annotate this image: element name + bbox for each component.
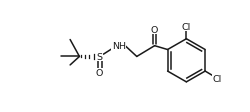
Text: Cl: Cl	[181, 23, 190, 32]
Text: NH: NH	[112, 42, 126, 51]
Text: Cl: Cl	[212, 75, 221, 84]
Text: O: O	[150, 26, 158, 35]
Text: S: S	[96, 53, 102, 61]
Text: O: O	[96, 69, 103, 77]
